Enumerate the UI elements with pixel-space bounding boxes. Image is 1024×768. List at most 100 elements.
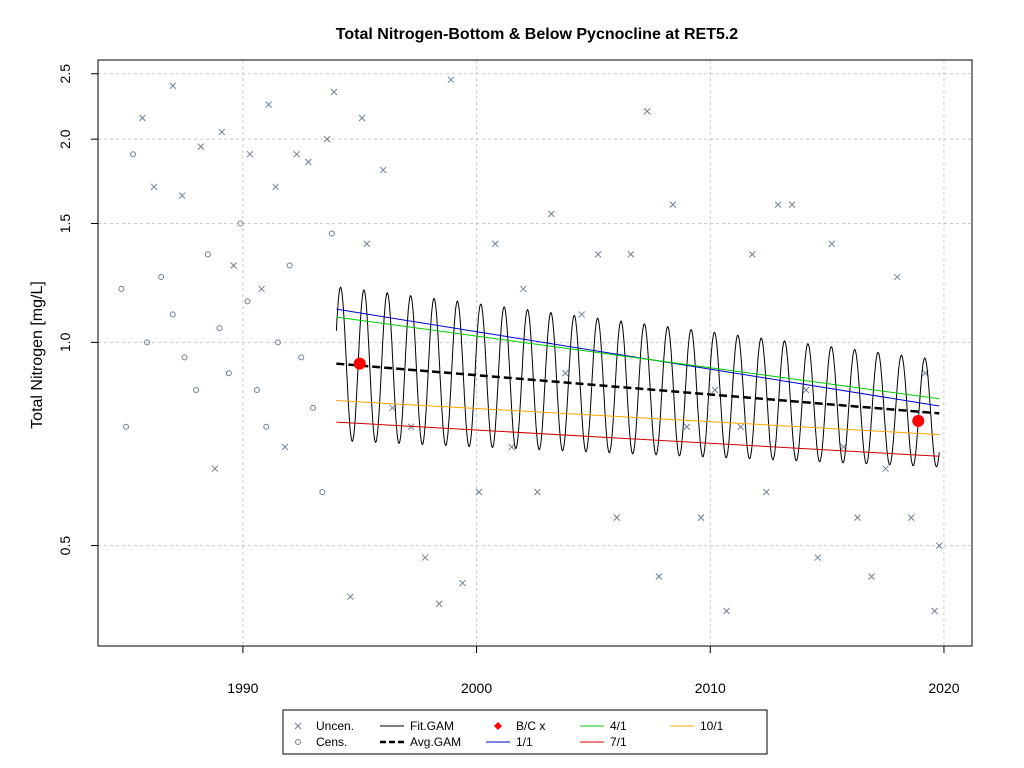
y-tick-label: 1.0 — [57, 332, 73, 352]
avg-gam-line — [336, 362, 940, 415]
legend-label: Fit.GAM — [410, 719, 454, 733]
legend-item: Cens. — [295, 735, 347, 749]
uncen-point-stroke — [459, 579, 466, 587]
cens-point — [328, 230, 335, 237]
uncen-point-stroke — [358, 114, 366, 122]
uncen-point-stroke — [347, 593, 354, 601]
legend-item: 1/1 — [486, 735, 533, 749]
uncen-point-stroke — [178, 192, 186, 199]
uncen-point-stroke — [762, 488, 770, 496]
uncen-point-stroke — [533, 488, 541, 496]
uncen-point-stroke — [265, 101, 272, 108]
uncen-point — [748, 251, 756, 258]
cens-point — [286, 262, 293, 269]
uncen-point-stroke — [389, 404, 396, 412]
legend-box — [282, 709, 768, 755]
uncen-point — [150, 183, 158, 191]
uncen-point — [548, 210, 555, 218]
uncen-point — [935, 542, 943, 549]
uncen-point-stroke — [447, 76, 455, 84]
uncen-point — [447, 76, 455, 84]
uncen-point-stroke — [475, 488, 483, 496]
uncen-point — [893, 273, 901, 281]
uncen-point — [627, 251, 635, 258]
cens-point — [130, 151, 137, 158]
uncen-point — [304, 158, 312, 166]
uncen-point-stroke — [519, 285, 527, 293]
legend-item: 10/1 — [670, 719, 724, 733]
y-tick-label: 1.5 — [57, 214, 73, 234]
uncen-point — [723, 607, 730, 615]
uncen-point-stroke — [211, 465, 219, 473]
y-axis-label: Total Nitrogen [mg/L] — [29, 281, 46, 429]
x-tick-label: 2000 — [461, 680, 492, 696]
uncen-point — [323, 135, 331, 143]
uncen-point — [358, 114, 366, 122]
cens-point — [225, 370, 232, 377]
uncen-point-stroke — [788, 201, 796, 208]
uncen-point-stroke — [230, 262, 237, 269]
uncen-point-stroke — [774, 201, 782, 208]
legend-label: 4/1 — [610, 719, 627, 733]
uncen-point — [421, 554, 429, 561]
uncen-point-stroke — [421, 554, 429, 561]
uncen-point — [246, 150, 254, 158]
uncen-point — [814, 554, 822, 561]
legend-label: B/C x — [516, 719, 545, 733]
uncen-point-stroke — [697, 514, 705, 522]
cens-point — [237, 220, 244, 227]
uncen-point-stroke — [435, 600, 443, 608]
uncen-point — [533, 488, 541, 496]
uncen-point — [697, 514, 705, 522]
uncen-point-stroke — [197, 143, 205, 150]
uncen-point-stroke — [669, 201, 677, 208]
uncen-point — [802, 386, 810, 394]
uncen-point-stroke — [840, 443, 847, 451]
uncen-point-stroke — [258, 285, 265, 293]
uncen-point-stroke — [293, 150, 300, 158]
cens-point — [181, 354, 188, 361]
uncen-point-stroke — [594, 251, 602, 258]
cens-point — [204, 251, 211, 258]
uncen-point — [272, 183, 279, 191]
uncen-point — [330, 88, 338, 96]
cens-point — [158, 273, 165, 280]
uncen-point — [293, 150, 300, 158]
legend-item: Avg.GAM — [380, 735, 461, 749]
uncen-point — [613, 514, 621, 522]
uncen-point-stroke — [508, 443, 515, 451]
cens-point — [123, 423, 130, 430]
plot-frame — [97, 59, 973, 647]
uncen-point — [363, 240, 371, 248]
uncen-point-stroke — [802, 386, 810, 394]
uncen-point — [882, 465, 889, 473]
uncen-point-stroke — [139, 114, 146, 122]
x-tick-label: 2010 — [695, 680, 726, 696]
uncen-point — [218, 128, 226, 136]
uncen-point-stroke — [723, 607, 730, 615]
uncen-point-stroke — [893, 273, 901, 281]
x-tick-label: 1990 — [227, 680, 258, 696]
cens-point — [169, 311, 176, 318]
uncen-point — [828, 240, 836, 248]
legend: Uncen. Cens. Fit.GAM Avg.GAM B/C x 1/1 4/1 7/1 1… — [282, 709, 768, 755]
legend-symbol — [295, 739, 301, 745]
uncen-point — [578, 311, 586, 318]
legend-label: Uncen. — [316, 719, 354, 733]
uncen-point-stroke — [613, 514, 621, 522]
uncen-point — [683, 423, 691, 431]
uncen-point-stroke — [737, 423, 745, 431]
uncen-point-stroke — [578, 311, 586, 318]
cens-point — [253, 387, 260, 394]
uncen-point — [459, 579, 466, 587]
uncen-point — [491, 240, 499, 248]
uncen-point-stroke — [246, 150, 254, 158]
uncen-point — [139, 114, 146, 122]
uncen-point-stroke — [330, 88, 338, 96]
uncen-point-stroke — [907, 514, 915, 522]
uncen-point — [389, 404, 396, 412]
uncen-point — [931, 607, 938, 615]
uncen-point-stroke — [748, 251, 756, 258]
series-layer — [118, 76, 943, 615]
uncen-point-stroke — [218, 128, 226, 136]
